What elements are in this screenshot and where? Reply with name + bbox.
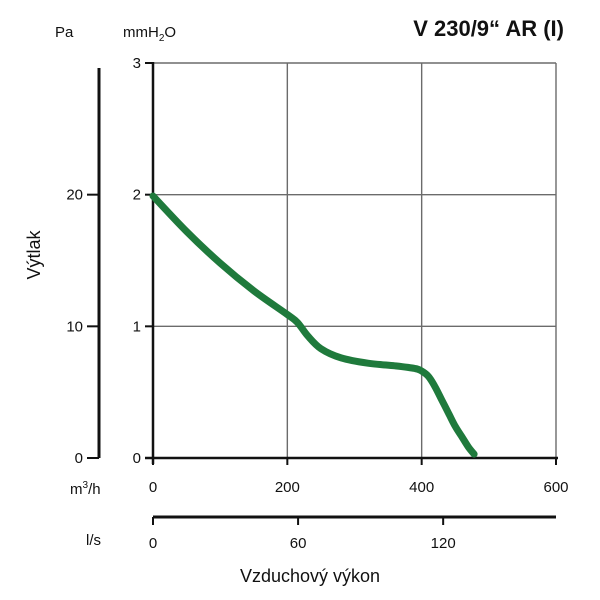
tick-labels: 0 1 2 3 0 200 400 600 xyxy=(133,55,569,496)
ls-tick-label: 60 xyxy=(290,535,307,552)
x-tick-label: 200 xyxy=(275,479,300,496)
y-tick-label: 1 xyxy=(133,318,141,335)
pa-tick-label: 20 xyxy=(66,187,83,204)
pa-tick-label: 0 xyxy=(75,450,83,467)
y-unit-right: mmH2O xyxy=(123,24,176,44)
x-tick-label: 600 xyxy=(543,479,568,496)
grid xyxy=(153,62,557,458)
y-axis-label: Výtlak xyxy=(24,229,44,279)
x-tick-label: 400 xyxy=(409,479,434,496)
series-line xyxy=(149,192,478,458)
x-tick-label: 0 xyxy=(149,479,157,496)
x2-unit-label: l/s xyxy=(86,532,101,549)
x-axis-label: Vzduchový výkon xyxy=(240,566,380,586)
chart-title: V 230/9“ AR (I) xyxy=(413,16,564,41)
ls-tick-label: 120 xyxy=(431,535,456,552)
ls-axis: 0 60 120 xyxy=(149,515,556,552)
pa-tick-label: 10 xyxy=(66,318,83,335)
pa-axis: 0 10 20 xyxy=(66,68,101,467)
y-tick-label: 3 xyxy=(133,55,141,72)
ls-tick-label: 0 xyxy=(149,535,157,552)
plot-frame xyxy=(145,62,558,465)
y-tick-label: 0 xyxy=(133,450,141,467)
y-unit-left: Pa xyxy=(55,24,74,41)
x-unit-label: m3/h xyxy=(70,480,101,498)
y-tick-label: 2 xyxy=(133,187,141,204)
